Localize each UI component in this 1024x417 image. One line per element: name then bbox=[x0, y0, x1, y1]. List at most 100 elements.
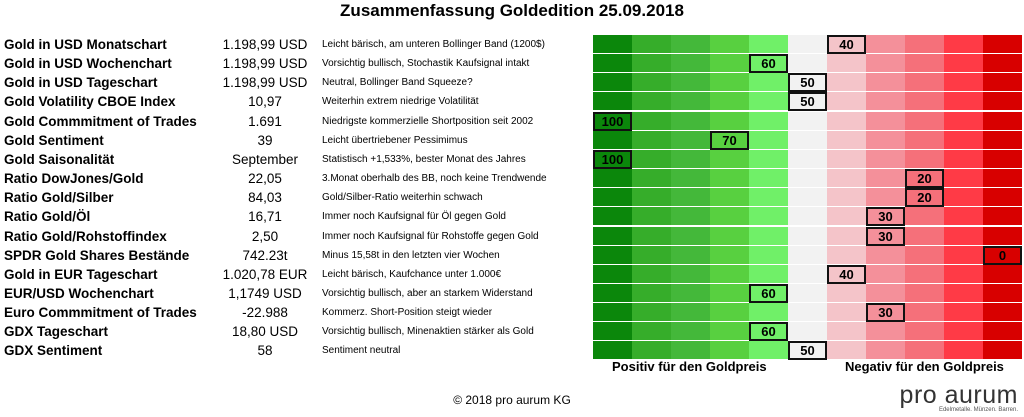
score-marker: 30 bbox=[866, 226, 905, 246]
score-marker: 40 bbox=[827, 35, 866, 54]
heat-cell bbox=[944, 322, 983, 341]
heat-cell bbox=[983, 341, 1022, 360]
heat-cell bbox=[671, 322, 710, 341]
heat-cell bbox=[632, 283, 671, 302]
indicator-label: Gold in EUR Tageschart bbox=[4, 266, 158, 282]
score-marker: 20 bbox=[905, 188, 944, 208]
heat-cell bbox=[827, 169, 866, 188]
indicator-label: Gold Commmitment of Trades bbox=[4, 113, 197, 129]
heat-cell bbox=[905, 35, 944, 53]
indicator-comment: Leicht übertriebener Pessimimus bbox=[322, 134, 468, 146]
heat-cell bbox=[944, 149, 983, 168]
heat-cell bbox=[749, 264, 788, 283]
heat-cell bbox=[632, 35, 671, 53]
indicator-label: Gold Volatility CBOE Index bbox=[4, 94, 176, 110]
heat-cell bbox=[827, 341, 866, 360]
heat-cell bbox=[710, 264, 749, 283]
legend-negative: Negativ für den Goldpreis bbox=[845, 359, 1004, 374]
score-marker: 60 bbox=[749, 283, 788, 303]
heat-cell bbox=[944, 207, 983, 226]
heat-cell bbox=[593, 226, 632, 245]
table-row: Ratio Gold/Öl 16,71 Immer noch Kaufsignal … bbox=[0, 207, 590, 226]
heat-cell bbox=[593, 283, 632, 302]
indicator-label: Gold in USD Wochenchart bbox=[4, 56, 172, 72]
heat-cell bbox=[710, 303, 749, 322]
heat-cell bbox=[632, 188, 671, 207]
pro-aurum-logo: pro aurum Edelmetalle. Münzen. Barren. bbox=[900, 383, 1018, 414]
indicator-value: 2,50 bbox=[251, 228, 279, 244]
heat-cell bbox=[632, 149, 671, 168]
heat-cell bbox=[788, 207, 827, 226]
heat-cell bbox=[866, 283, 905, 302]
score-marker: 30 bbox=[866, 207, 905, 227]
indicator-value: 1.198,99 USD bbox=[222, 37, 308, 52]
indicator-value: 1.198,99 USD bbox=[222, 56, 308, 72]
heat-cell bbox=[632, 130, 671, 149]
heat-cell bbox=[905, 92, 944, 111]
heat-cell bbox=[749, 149, 788, 168]
table-row: GDX Sentiment 58 Sentiment neutral bbox=[0, 341, 590, 360]
heat-cell bbox=[827, 303, 866, 322]
heat-cell bbox=[866, 245, 905, 264]
heat-cell bbox=[827, 188, 866, 207]
heat-cell bbox=[788, 111, 827, 130]
indicator-comment: Sentiment neutral bbox=[322, 345, 401, 357]
heat-cell bbox=[983, 303, 1022, 322]
heat-cell bbox=[944, 283, 983, 302]
heat-cell bbox=[944, 169, 983, 188]
table-row: Gold in USD Monatschart 1.198,99 USD Leich… bbox=[0, 35, 590, 54]
heat-cell bbox=[788, 35, 827, 53]
heat-cell bbox=[788, 130, 827, 149]
heat-cell bbox=[749, 92, 788, 111]
heat-cell bbox=[671, 188, 710, 207]
table-row: Ratio Gold/Silber 84,03 Gold/Silber-Ratio … bbox=[0, 188, 590, 207]
table-row: Euro Commmitment of Trades -22.988 Kommerz… bbox=[0, 303, 590, 322]
heat-cell bbox=[827, 207, 866, 226]
heat-cell bbox=[710, 188, 749, 207]
heat-cell bbox=[866, 92, 905, 111]
heat-cell bbox=[905, 322, 944, 341]
heat-cell bbox=[905, 54, 944, 73]
score-marker: 50 bbox=[788, 92, 827, 112]
indicator-value: 10,97 bbox=[248, 94, 282, 110]
heat-cell bbox=[827, 245, 866, 264]
heat-cell bbox=[983, 130, 1022, 149]
heat-cell bbox=[905, 111, 944, 130]
heat-cell bbox=[905, 207, 944, 226]
indicator-value: 1.691 bbox=[248, 113, 282, 129]
table-row: Ratio DowJones/Gold 22,05 3.Monat oberhalb… bbox=[0, 169, 590, 188]
heat-cell bbox=[710, 283, 749, 302]
heat-cell bbox=[710, 341, 749, 360]
heat-cell bbox=[827, 92, 866, 111]
heat-cell bbox=[593, 73, 632, 92]
copyright-footer: © 2018 pro aurum KG bbox=[453, 393, 571, 407]
heat-cell bbox=[866, 111, 905, 130]
indicator-label: Ratio DowJones/Gold bbox=[4, 171, 144, 187]
indicator-label: SPDR Gold Shares Bestände bbox=[4, 247, 190, 263]
heat-cell bbox=[944, 73, 983, 92]
heat-cell bbox=[671, 149, 710, 168]
heat-cell bbox=[866, 130, 905, 149]
score-marker: 30 bbox=[866, 303, 905, 323]
heat-cell bbox=[710, 111, 749, 130]
heat-cell bbox=[866, 35, 905, 53]
heat-cell bbox=[632, 54, 671, 73]
heat-cell bbox=[983, 73, 1022, 92]
heat-cell bbox=[788, 245, 827, 264]
heat-cell bbox=[671, 303, 710, 322]
heat-cell bbox=[710, 35, 749, 53]
heat-cell bbox=[749, 303, 788, 322]
heat-cell bbox=[710, 92, 749, 111]
heat-cell bbox=[944, 35, 983, 53]
heat-cell bbox=[671, 54, 710, 73]
score-marker: 60 bbox=[749, 54, 788, 74]
table-row: EUR/USD Wochenchart 1,1749 USD Vorsichtig … bbox=[0, 284, 590, 303]
table-row: Ratio Gold/Rohstoffindex 2,50 Immer noch K… bbox=[0, 227, 590, 246]
logo-tagline: Edelmetalle. Münzen. Barren. bbox=[938, 407, 1018, 413]
table-row: Gold Volatility CBOE Index 10,97 Weiterhin… bbox=[0, 92, 590, 111]
score-marker: 0 bbox=[983, 245, 1022, 265]
indicator-value: 22,05 bbox=[248, 171, 282, 187]
score-marker: 60 bbox=[749, 322, 788, 342]
heat-cell bbox=[710, 245, 749, 264]
heat-cell bbox=[944, 264, 983, 283]
